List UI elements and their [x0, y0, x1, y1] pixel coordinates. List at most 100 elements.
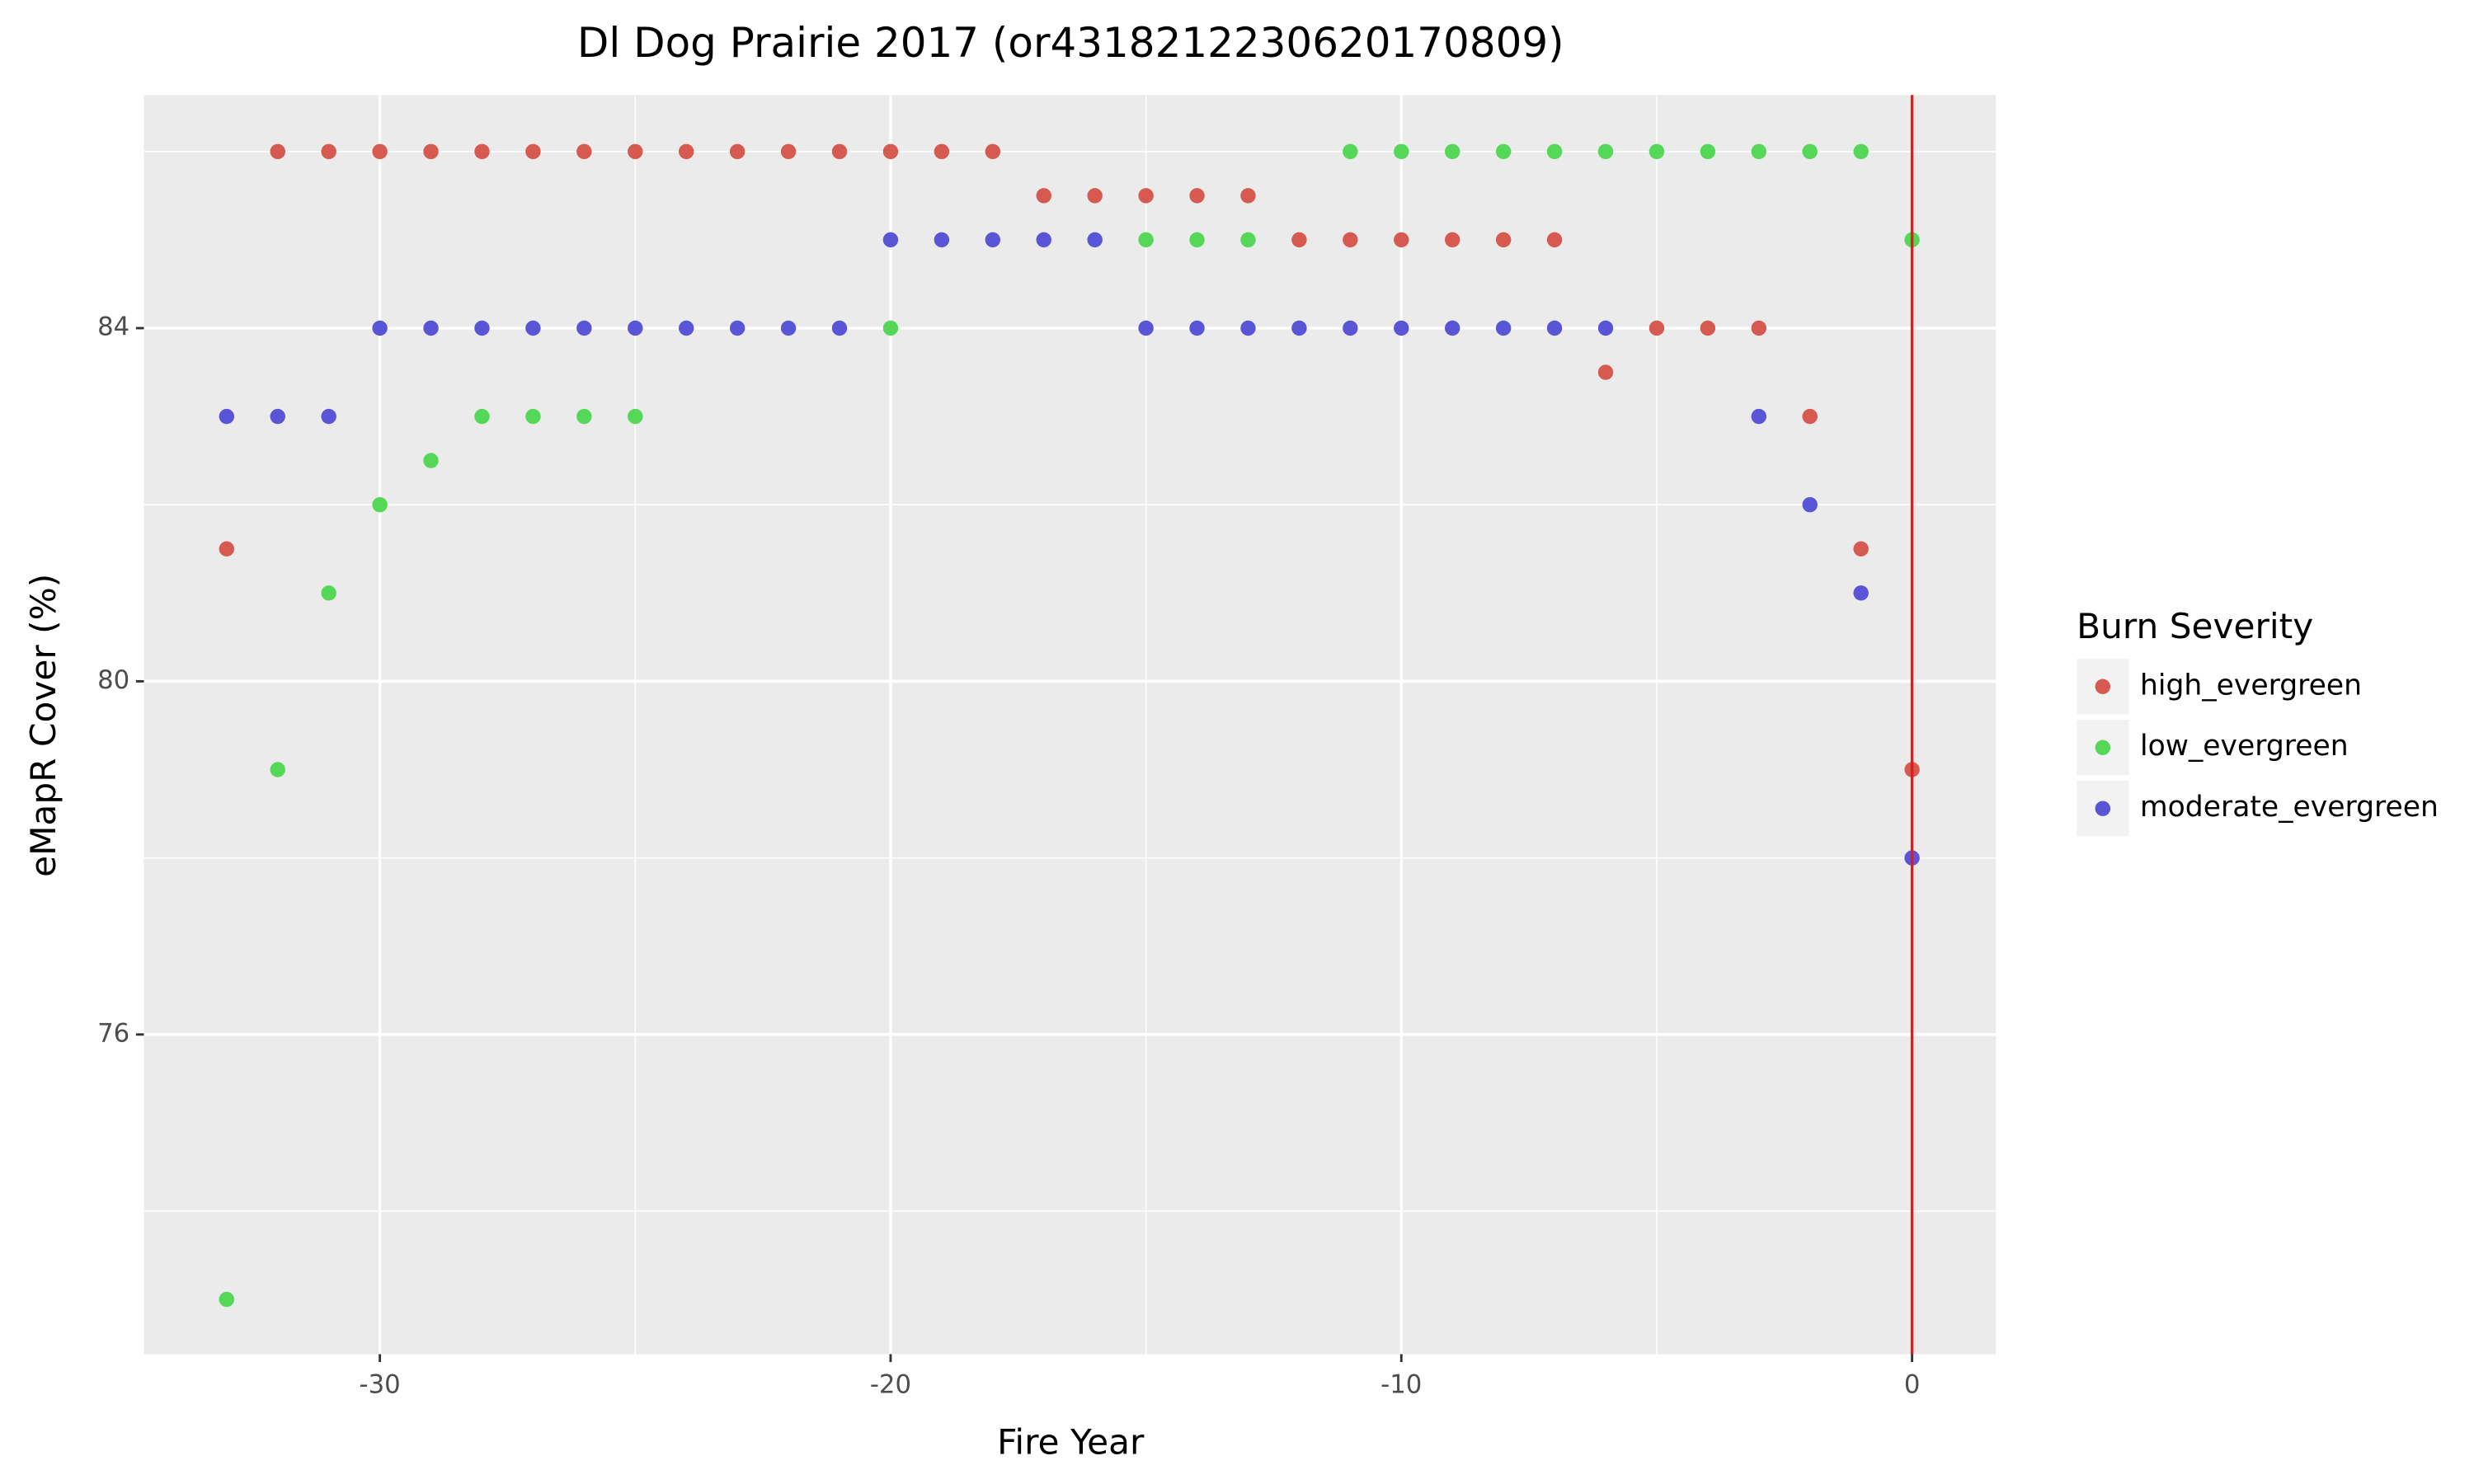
point — [1546, 232, 1563, 248]
point — [1343, 143, 1358, 160]
point — [1649, 320, 1665, 336]
point — [372, 496, 388, 513]
point — [525, 320, 541, 336]
legend-swatch — [2095, 801, 2111, 816]
point — [1138, 188, 1154, 204]
point — [1802, 143, 1818, 160]
point — [1546, 143, 1563, 160]
plot-panel — [143, 95, 1997, 1355]
legend-swatch — [2095, 740, 2111, 755]
point — [1853, 541, 1869, 556]
point — [474, 320, 490, 336]
point — [1597, 320, 1614, 336]
legend-title: Burn Severity — [2077, 606, 2313, 646]
point — [372, 143, 388, 160]
point — [1751, 408, 1767, 425]
point — [1189, 232, 1205, 248]
point — [1036, 188, 1051, 204]
point — [678, 320, 694, 336]
x-tick-label: 0 — [1904, 1369, 1921, 1399]
point — [985, 232, 1001, 248]
point — [1343, 232, 1358, 248]
point — [321, 408, 336, 425]
point — [525, 408, 541, 425]
chart-title: Dl Dog Prairie 2017 (or43182122306201708… — [577, 19, 1564, 67]
point — [1240, 188, 1256, 204]
point — [678, 143, 694, 160]
legend-label: low_evergreen — [2140, 730, 2349, 763]
point — [1087, 232, 1103, 248]
y-tick-label: 80 — [97, 665, 129, 695]
point — [882, 320, 899, 336]
point — [1495, 232, 1512, 248]
point — [1700, 320, 1716, 336]
point — [1853, 585, 1869, 601]
point — [780, 143, 797, 160]
point — [270, 762, 285, 777]
point — [1240, 232, 1256, 248]
point — [576, 143, 592, 160]
point — [219, 1291, 235, 1308]
point — [1087, 188, 1103, 204]
point — [1394, 143, 1409, 160]
point — [831, 143, 848, 160]
point — [1700, 143, 1716, 160]
point — [1597, 364, 1614, 380]
point — [729, 320, 745, 336]
point — [321, 585, 336, 601]
x-tick-label: -20 — [870, 1369, 911, 1399]
point — [219, 541, 235, 556]
x-axis-title: Fire Year — [997, 1421, 1145, 1462]
point — [1138, 320, 1154, 336]
x-tick-label: -10 — [1380, 1369, 1422, 1399]
point — [1189, 188, 1205, 204]
y-axis-title: eMapR Cover (%) — [23, 574, 63, 877]
point — [628, 320, 643, 336]
point — [1853, 143, 1869, 160]
point — [1495, 143, 1512, 160]
legend-label: high_evergreen — [2140, 669, 2362, 702]
y-tick-label: 76 — [97, 1018, 129, 1048]
point — [1291, 320, 1307, 336]
point — [1394, 232, 1409, 248]
point — [628, 408, 643, 425]
point — [1649, 143, 1665, 160]
y-tick-label: 84 — [97, 312, 129, 341]
point — [1802, 496, 1818, 513]
point — [1036, 232, 1051, 248]
point — [1189, 320, 1205, 336]
point — [1495, 320, 1512, 336]
point — [423, 320, 439, 336]
point — [882, 143, 899, 160]
legend-label: moderate_evergreen — [2140, 791, 2439, 824]
point — [882, 232, 899, 248]
point — [423, 453, 439, 468]
point — [1240, 320, 1256, 336]
point — [219, 408, 235, 425]
point — [474, 408, 490, 425]
point — [628, 143, 643, 160]
point — [831, 320, 848, 336]
x-tick-label: -30 — [360, 1369, 401, 1399]
point — [934, 143, 950, 160]
point — [270, 143, 285, 160]
point — [576, 320, 592, 336]
point — [321, 143, 336, 160]
plot-layer: -30 -20 -10 0 76 80 84 high_evergreen low_evergr… — [97, 95, 2439, 1399]
point — [1597, 143, 1614, 160]
point — [1444, 320, 1460, 336]
point — [423, 143, 439, 160]
point — [1751, 320, 1767, 336]
point — [270, 408, 285, 425]
point — [729, 143, 745, 160]
point — [1546, 320, 1563, 336]
point — [1751, 143, 1767, 160]
point — [1444, 143, 1460, 160]
point — [934, 232, 950, 248]
point — [985, 143, 1001, 160]
point — [1802, 408, 1818, 425]
legend-swatch — [2095, 679, 2111, 694]
point — [1444, 232, 1460, 248]
